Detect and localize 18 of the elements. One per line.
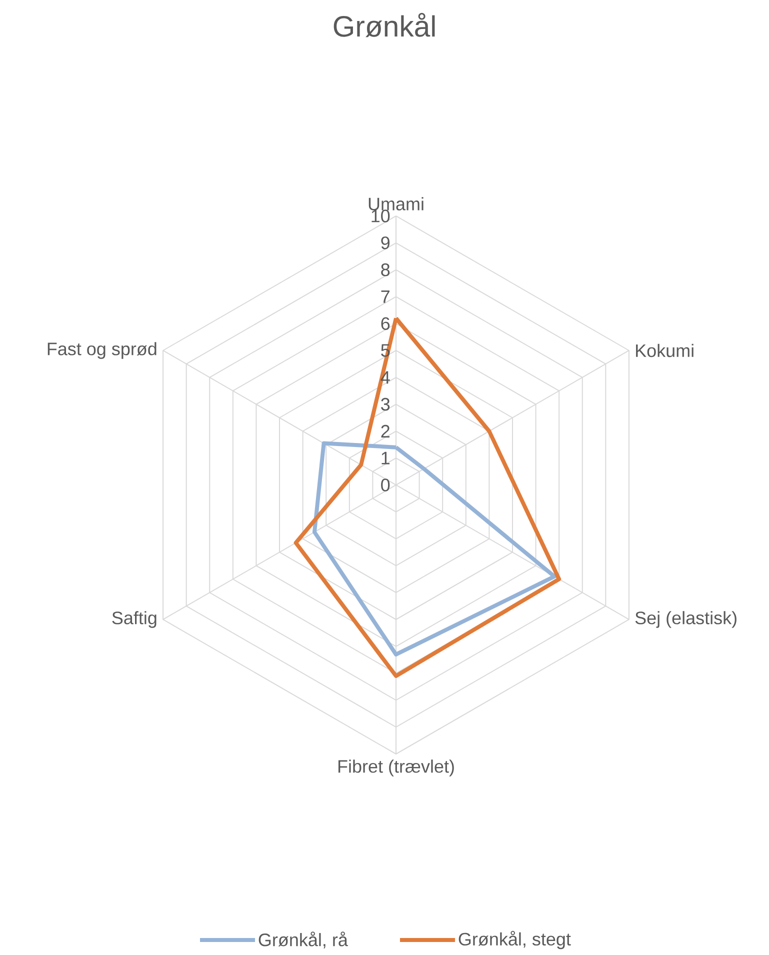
y-tick-label: 10 [372, 210, 390, 222]
spoke-label: Sej (elastisk) [635, 611, 736, 628]
y-tick-label: 7 [381, 290, 390, 303]
y-tick-label: 2 [381, 424, 390, 438]
y-tick-label: 8 [381, 263, 390, 276]
spoke-label: Fast og sprød [48, 342, 156, 359]
legend-label: Grønkål, stegt [458, 930, 571, 950]
y-tick-label: 9 [381, 236, 390, 250]
y-tick-label: 1 [382, 452, 390, 464]
spoke-label: Umami [368, 197, 424, 210]
chart-title: Grønkål [334, 12, 435, 38]
legend-label: Grønkål, rå [258, 932, 348, 948]
y-tick-label: 0 [381, 478, 390, 492]
spoke-label: Fibret (trævlet) [338, 760, 454, 776]
spoke-label: Kokumi [636, 344, 694, 358]
spoke-label: Saftig [112, 611, 156, 628]
y-tick-label: 3 [381, 398, 390, 411]
y-tick-label: 6 [381, 317, 390, 330]
